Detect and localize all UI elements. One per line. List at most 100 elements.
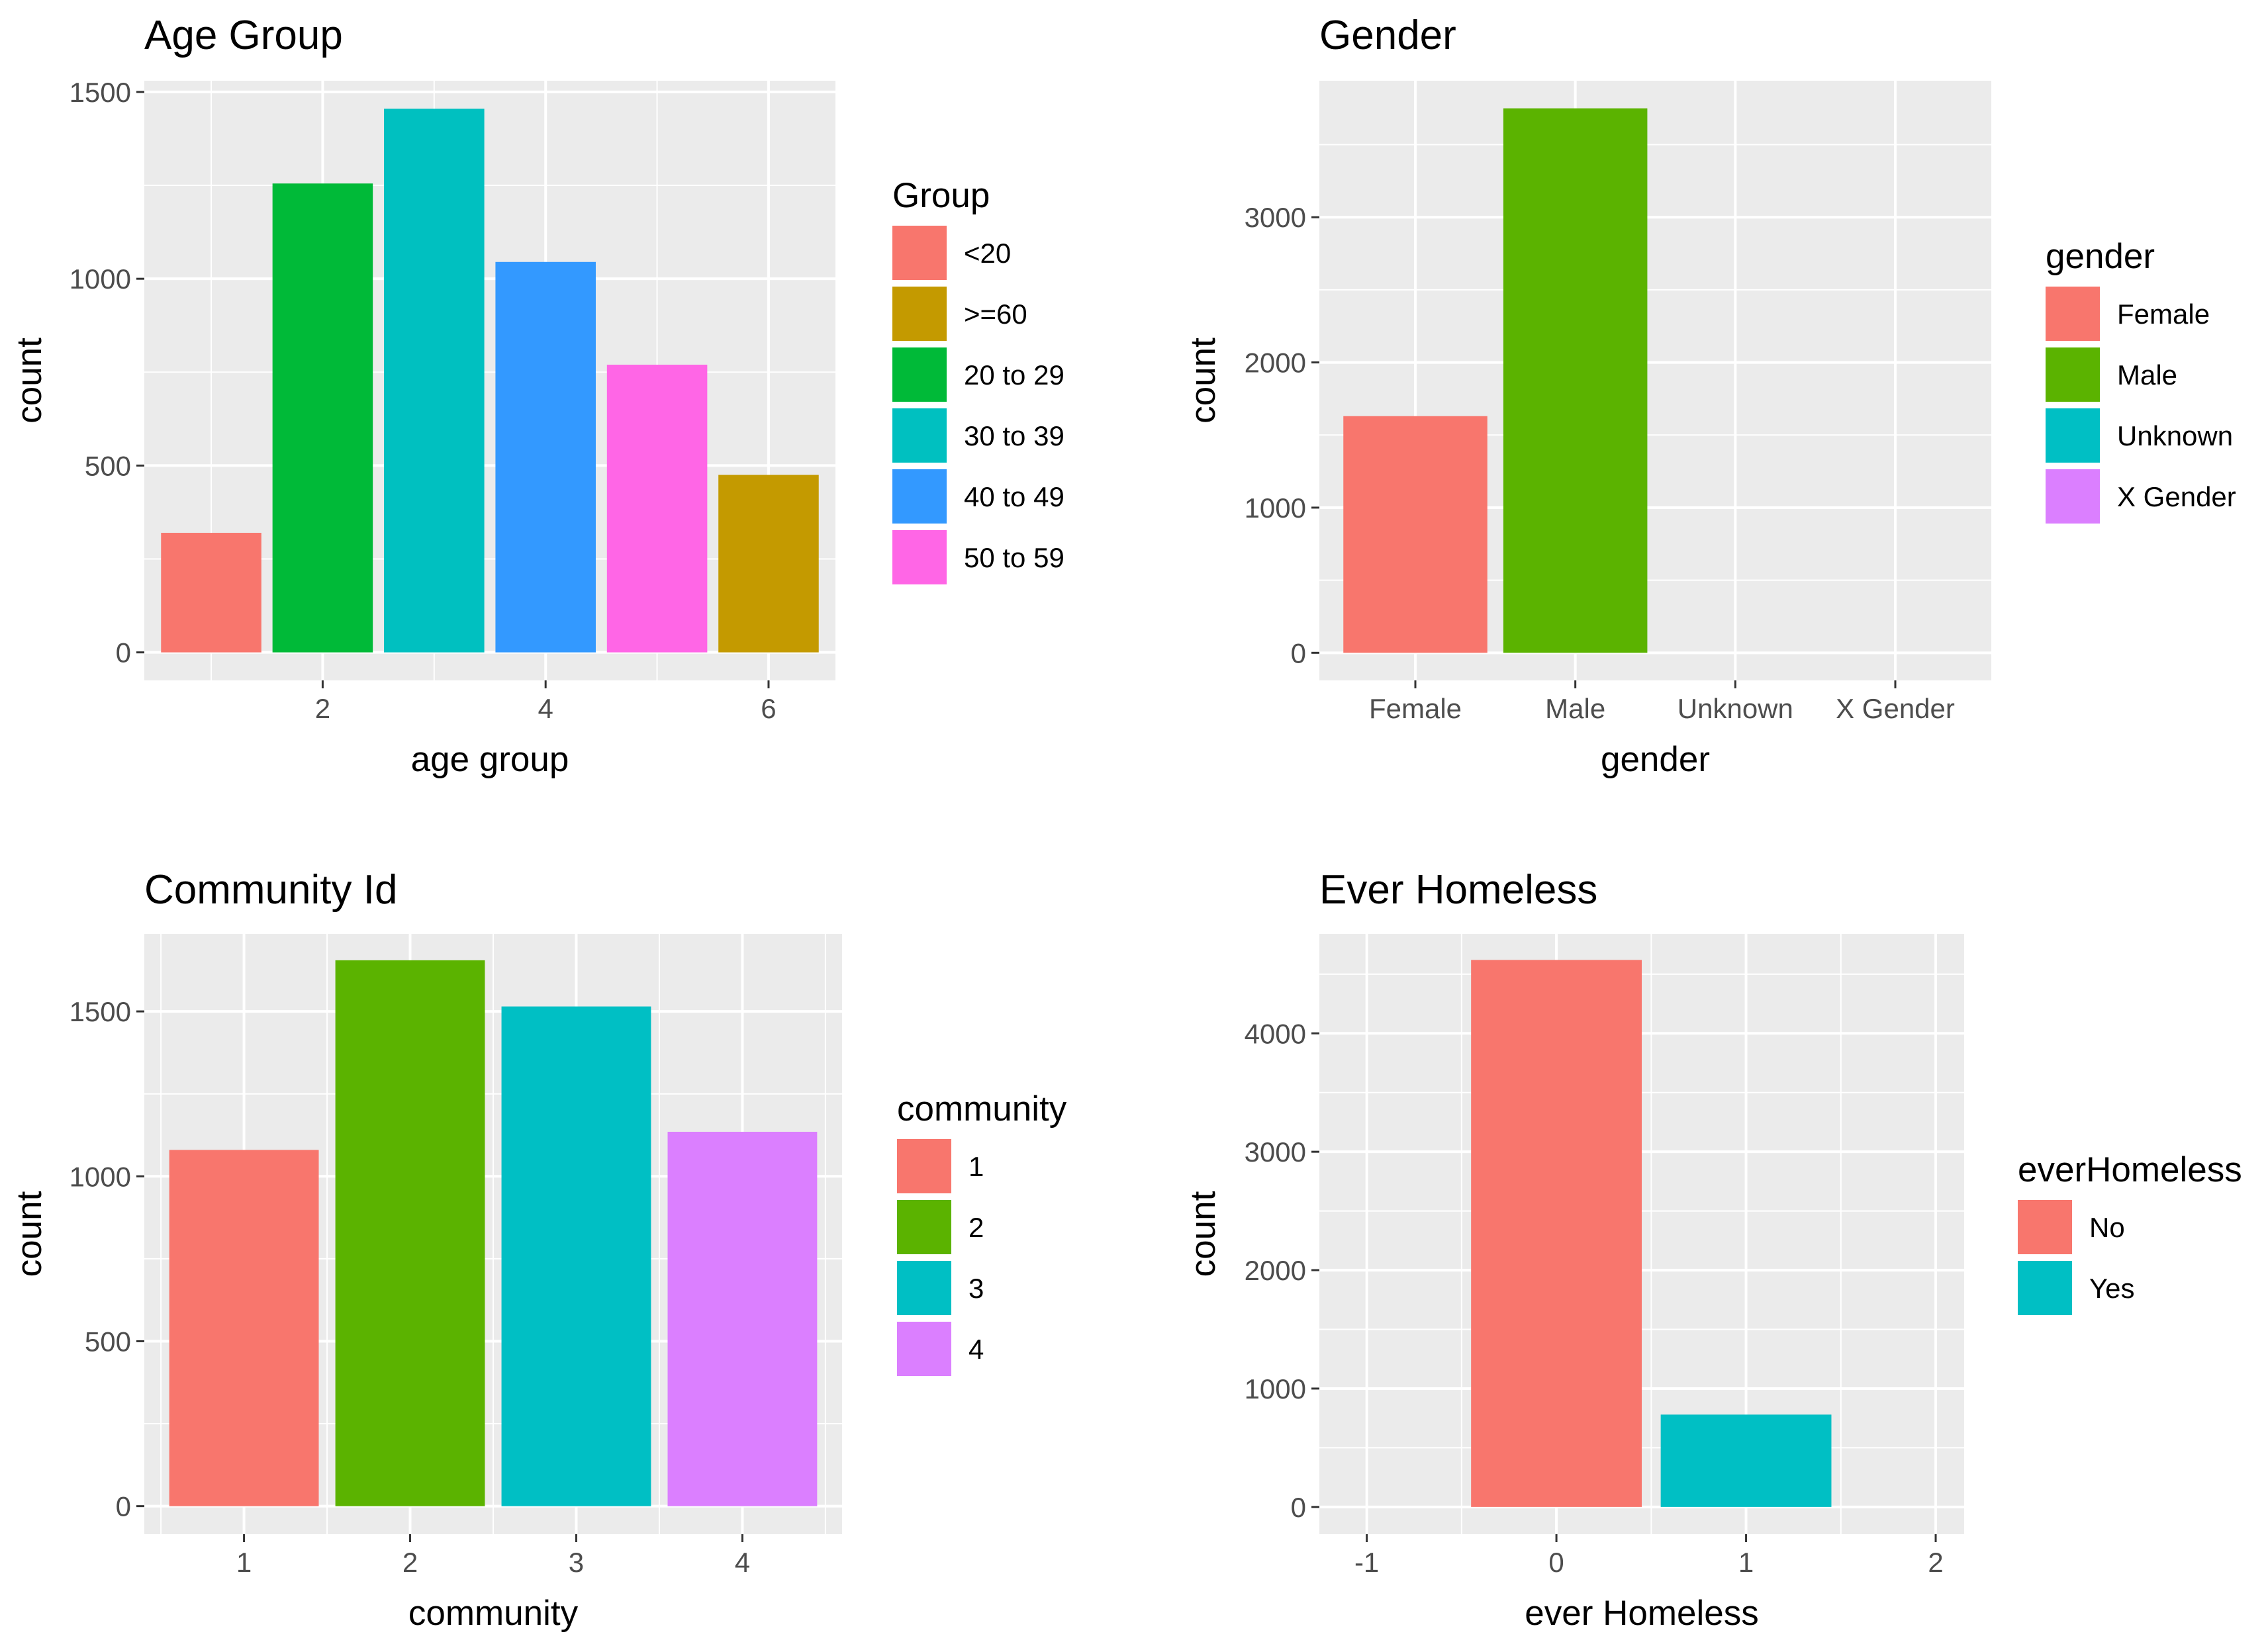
gender-bar [1343,416,1488,653]
community-x-tick-label: 4 [735,1547,750,1578]
community-legend-swatch [897,1261,951,1315]
homeless-bar [1471,960,1642,1507]
gender-legend-swatch [2046,469,2100,524]
age-bar [384,109,485,653]
community-bar [501,1006,651,1506]
gender-legend: gender Female Male Unknown X Gender [2046,237,2236,524]
homeless-legend-label: Yes [2089,1273,2135,1304]
gender-axes: 0 1000 2000 3000 Female Male Unknown X Gender [1245,202,1955,724]
community-x-tick-label: 1 [236,1547,252,1578]
age-legend-label: <20 [964,238,1011,269]
community-x-tick-label: 2 [402,1547,418,1578]
homeless-legend-swatch [2018,1200,2072,1254]
community-y-tick-label: 1000 [70,1161,131,1192]
age-x-tick-label: 2 [315,693,330,724]
gender-legend-swatch [2046,347,2100,402]
gender-legend-swatch [2046,408,2100,463]
community-bars [169,960,818,1506]
age-axes: 0 500 1000 1500 2 4 6 [70,77,777,724]
homeless-y-tick-label: 4000 [1245,1018,1306,1049]
homeless-x-tick-label: 2 [1928,1547,1943,1578]
community-legend-swatch [897,1322,951,1376]
community-bar [667,1132,818,1506]
gender-legend-label: Male [2117,359,2177,390]
community-y-tick-label: 0 [116,1491,131,1522]
age-y-tick-label: 500 [85,450,131,481]
homeless-x-tick-label: -1 [1354,1547,1379,1578]
homeless-y-axis-title: count [1184,1191,1223,1277]
homeless-legend-title: everHomeless [2018,1150,2242,1189]
age-legend-swatch [892,530,947,584]
gender-bar [1503,108,1648,653]
homeless-y-tick-label: 2000 [1245,1255,1306,1286]
community-chart: 0 500 1000 1500 1 2 3 4 Community Id community cou… [10,867,1067,1633]
gender-x-axis-title: gender [1601,740,1710,779]
age-x-tick-label: 6 [761,693,776,724]
gender-y-tick-label: 0 [1291,637,1306,668]
community-legend-swatch [897,1139,951,1193]
gender-x-tick-label: Male [1545,693,1605,724]
homeless-title: Ever Homeless [1319,867,1597,913]
community-legend-title: community [897,1089,1067,1128]
community-y-tick-label: 1500 [70,996,131,1027]
homeless-bar [1660,1414,1832,1507]
age-y-tick-label: 0 [116,637,131,668]
age-x-tick-label: 4 [538,693,553,724]
community-legend-label: 4 [969,1334,984,1365]
gender-legend-title: gender [2046,237,2155,276]
age-legend-label: >=60 [964,298,1027,330]
age-legend-swatch [892,347,947,402]
community-legend-label: 1 [969,1151,984,1182]
gender-y-tick-label: 1000 [1245,492,1306,524]
gender-x-tick-label: X Gender [1836,693,1955,724]
age-legend-title: Group [892,176,990,215]
age-bars [161,109,819,653]
age-bar [161,533,261,653]
homeless-x-axis-title: ever Homeless [1525,1594,1758,1633]
community-legend-swatch [897,1200,951,1254]
age-chart: 0 500 1000 1500 2 4 6 Age Group age group count Gr… [10,13,1064,779]
gender-chart: 0 1000 2000 3000 Female Male Unknown X Gender Ge… [1184,13,2236,779]
gender-y-tick-label: 2000 [1245,347,1306,379]
community-legend-label: 3 [969,1273,984,1304]
age-legend-label: 30 to 39 [964,420,1064,451]
gender-legend-label: X Gender [2117,481,2236,512]
age-title: Age Group [144,13,343,58]
homeless-x-tick-label: 0 [1548,1547,1564,1578]
gender-title: Gender [1319,13,1456,58]
age-bar [718,475,819,653]
homeless-legend: everHomeless No Yes [2018,1150,2242,1315]
community-x-tick-label: 3 [569,1547,584,1578]
homeless-x-tick-label: 1 [1738,1547,1754,1578]
age-legend-label: 40 to 49 [964,481,1064,512]
gender-y-axis-title: count [1184,338,1223,424]
community-axes: 0 500 1000 1500 1 2 3 4 [70,996,751,1578]
age-legend-swatch [892,469,947,524]
age-x-axis-title: age group [411,740,569,779]
age-bar [272,183,373,653]
homeless-y-tick-label: 1000 [1245,1373,1306,1404]
gender-legend-swatch [2046,287,2100,341]
homeless-y-tick-label: 3000 [1245,1136,1306,1168]
homeless-legend-swatch [2018,1261,2072,1315]
age-legend-label: 20 to 29 [964,359,1064,390]
age-legend: Group <20 >=60 20 to 29 30 to 39 40 to 49 50 t… [892,176,1064,584]
community-bar [335,960,485,1506]
age-legend-swatch [892,226,947,280]
community-title: Community Id [144,867,397,913]
homeless-bars [1471,960,1832,1507]
community-legend-label: 2 [969,1212,984,1243]
community-y-axis-title: count [10,1191,49,1277]
age-bar [606,365,708,653]
age-legend-swatch [892,408,947,463]
homeless-y-tick-label: 0 [1291,1492,1306,1523]
age-legend-swatch [892,287,947,341]
community-y-tick-label: 500 [85,1326,131,1357]
age-y-axis-title: count [10,338,49,424]
community-legend: community 1 2 3 4 [897,1089,1067,1376]
gender-y-tick-label: 3000 [1245,202,1306,233]
community-bar [169,1150,319,1506]
age-legend-label: 50 to 59 [964,542,1064,573]
gender-legend-label: Female [2117,298,2210,330]
